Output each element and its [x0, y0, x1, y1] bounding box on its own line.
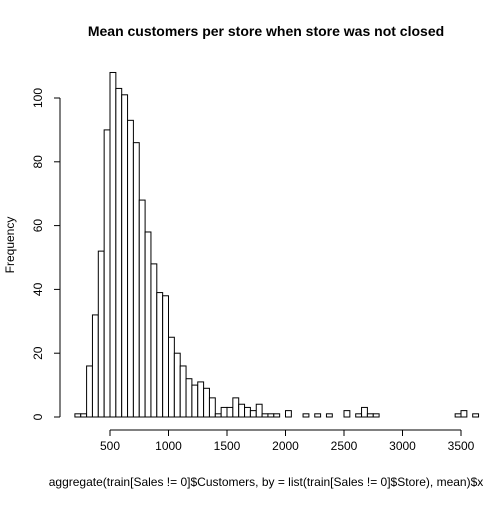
- x-tick-label: 3500: [448, 439, 475, 453]
- histogram-bar: [121, 94, 129, 418]
- bars-group: [74, 71, 480, 418]
- x-axis-label: aggregate(train[Sales != 0]$Customers, b…: [49, 475, 484, 489]
- histogram-bar: [115, 87, 123, 418]
- x-tick-label: 1500: [214, 439, 241, 453]
- histogram-bar: [150, 263, 158, 418]
- histogram-bar: [203, 387, 210, 418]
- histogram-bar: [173, 352, 181, 418]
- chart-title: Mean customers per store when store was …: [88, 23, 444, 39]
- x-tick-label: 2500: [331, 439, 358, 453]
- histogram-bar: [103, 129, 111, 418]
- histogram-bar: [144, 231, 152, 418]
- histogram-bar: [127, 119, 134, 418]
- histogram-bar: [74, 413, 82, 418]
- histogram-bar: [191, 384, 199, 418]
- histogram-bar: [361, 406, 368, 418]
- histogram-bar: [91, 314, 99, 418]
- histogram-bar: [179, 365, 187, 418]
- histogram-bar: [343, 410, 351, 418]
- histogram-bar: [472, 413, 480, 418]
- histogram-bar: [109, 71, 117, 418]
- x-axis: 500 1000 1500 2000 2500 3000 3500: [100, 429, 475, 453]
- histogram-bar: [460, 410, 468, 418]
- histogram-bar: [168, 336, 175, 418]
- histogram-bar: [244, 406, 251, 418]
- histogram-bar: [285, 410, 292, 418]
- histogram-bar: [214, 413, 222, 418]
- y-tick-label: 60: [31, 219, 45, 233]
- histogram-bar: [80, 413, 88, 418]
- y-axis-label: Frequency: [3, 217, 17, 274]
- y-axis: 0 20 40 60 80 100: [31, 88, 61, 420]
- histogram-bar: [255, 403, 263, 418]
- x-tick-label: 500: [100, 439, 120, 453]
- histogram-bar: [273, 413, 281, 418]
- histogram-bar: [162, 295, 169, 418]
- histogram-bar: [97, 250, 105, 418]
- histogram-bar: [138, 199, 146, 418]
- histogram-bar: [314, 413, 322, 418]
- histogram-bar: [86, 365, 93, 418]
- histogram-bar: [454, 413, 462, 418]
- histogram-bar: [302, 413, 310, 418]
- y-tick-label: 80: [31, 155, 45, 169]
- histogram-bar: [325, 413, 333, 418]
- histogram-bar: [226, 406, 234, 418]
- histogram-bar: [261, 413, 269, 418]
- histogram-bar: [372, 413, 380, 418]
- histogram-bar: [267, 413, 275, 418]
- histogram-bar: [156, 292, 164, 418]
- y-tick-label: 40: [31, 282, 45, 296]
- histogram-bar: [366, 413, 374, 418]
- y-tick-label: 100: [31, 88, 45, 108]
- histogram-bar: [220, 406, 228, 418]
- histogram-bar: [355, 413, 363, 418]
- y-tick-label: 0: [31, 413, 45, 420]
- histogram-bar: [132, 142, 140, 418]
- histogram-bar: [197, 381, 205, 418]
- x-tick-label: 2000: [272, 439, 299, 453]
- histogram-bar: [232, 397, 240, 418]
- x-tick-label: 3000: [389, 439, 416, 453]
- histogram-bar: [238, 403, 246, 418]
- histogram-bar: [249, 410, 257, 418]
- y-tick-label: 20: [31, 346, 45, 360]
- histogram-bar: [185, 378, 193, 418]
- x-tick-label: 1000: [155, 439, 182, 453]
- histogram-bar: [208, 397, 216, 418]
